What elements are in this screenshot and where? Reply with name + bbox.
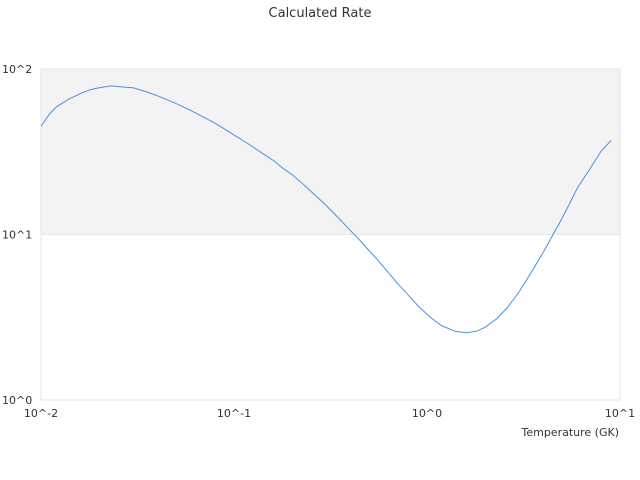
grid-band <box>41 234 620 400</box>
y-tick-label: 10^0 <box>2 394 32 407</box>
x-tick-label: 10^-1 <box>217 407 251 420</box>
x-tick-label: 10^0 <box>412 407 442 420</box>
x-axis-title: Temperature (GK) <box>521 426 620 439</box>
grid-band <box>41 69 620 235</box>
chart-title: Calculated Rate <box>269 6 372 21</box>
y-tick-label: 10^1 <box>2 229 32 242</box>
x-tick-label: 10^1 <box>605 407 635 420</box>
series-line <box>40 85 612 334</box>
x-tick-label: 10^-2 <box>24 407 58 420</box>
y-tick-label: 10^2 <box>2 63 32 76</box>
